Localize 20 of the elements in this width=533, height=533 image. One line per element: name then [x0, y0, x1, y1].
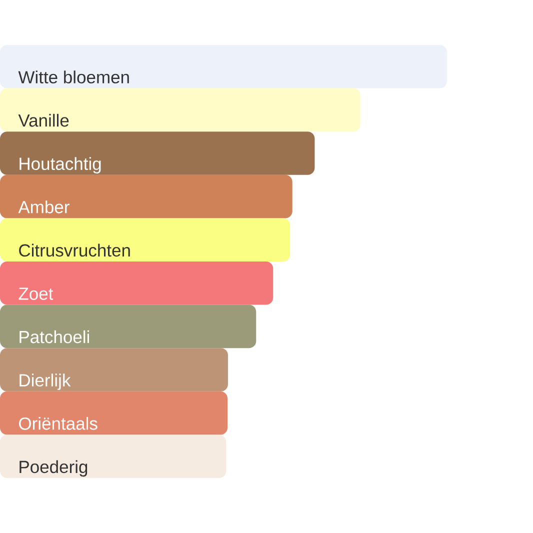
bar [0, 174, 292, 218]
y-tick-label: Vanille [18, 114, 69, 127]
bar [0, 304, 256, 348]
y-tick-label: Houtachtig [20, 157, 101, 174]
bar [0, 262, 274, 305]
y-tick-label: Patchoeli [20, 330, 90, 344]
y-tick-label: Citrusvruchten [19, 244, 130, 257]
bar [0, 88, 360, 132]
y-tick-label: Poederig [20, 460, 88, 477]
y-tick-label: Oriëntaals [19, 416, 98, 430]
y-tick-label: Zoet [18, 288, 54, 300]
y-tick-label: Witte bloemen [18, 70, 129, 84]
bar [0, 348, 228, 392]
y-tick-label: Dierlijk [20, 374, 71, 390]
bar [0, 218, 290, 262]
bar [0, 45, 448, 88]
y-tick-label: Amber [18, 200, 70, 214]
bar [0, 391, 228, 435]
bar [0, 434, 226, 478]
bar [0, 132, 315, 175]
